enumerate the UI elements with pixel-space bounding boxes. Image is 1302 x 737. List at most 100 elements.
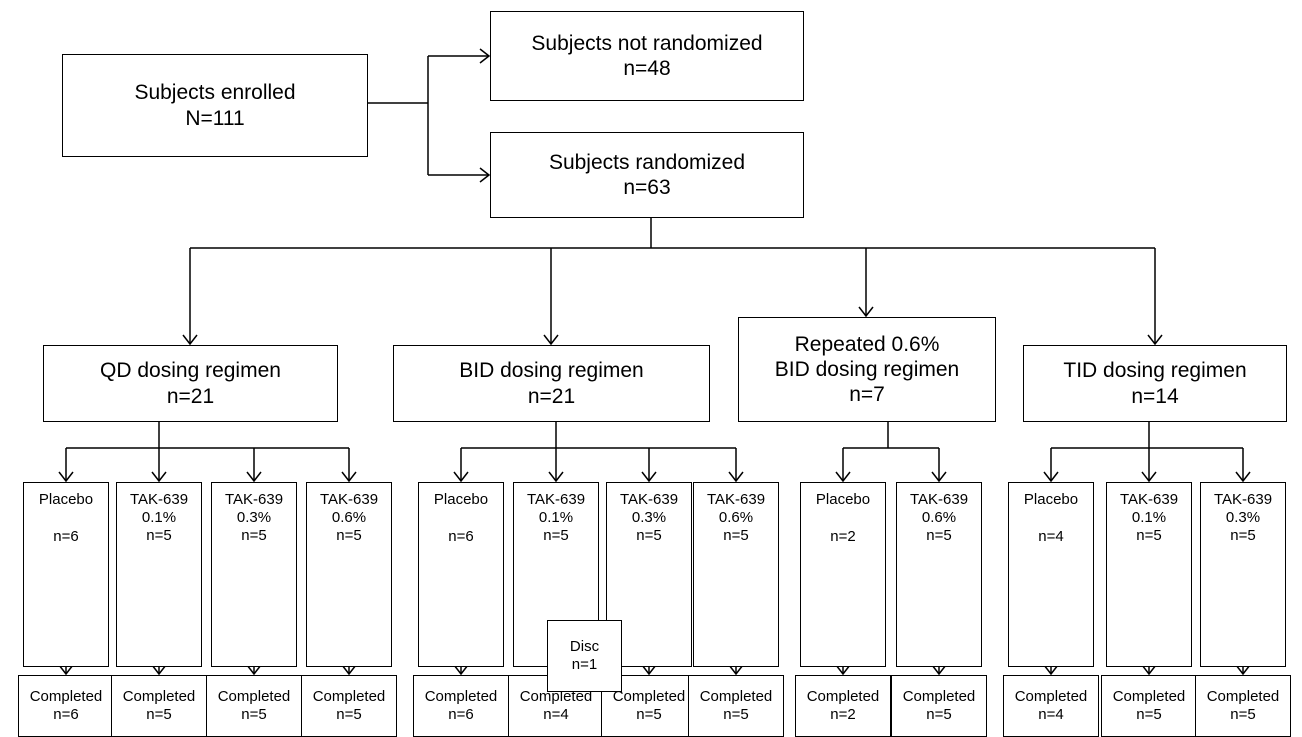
- arm-box: Placebo n=6: [23, 482, 109, 667]
- completed-label: Completed: [519, 688, 593, 705]
- discontinued-label: Disc: [569, 638, 600, 655]
- completed-box: Completed n=4: [1003, 675, 1099, 737]
- completed-box: Completed n=2: [795, 675, 891, 737]
- regimen-count: n=7: [849, 383, 885, 407]
- arrowhead: [641, 471, 657, 483]
- arm-treatment: TAK-639: [1119, 491, 1179, 508]
- arm-count: n=5: [926, 527, 952, 544]
- arrowhead: [931, 664, 947, 676]
- arm-box: Placebo n=6: [418, 482, 504, 667]
- arrowhead: [641, 664, 657, 676]
- completed-label: Completed: [612, 688, 686, 705]
- arrowhead: [246, 471, 262, 483]
- arm-treatment: Placebo: [433, 491, 489, 508]
- completed-label: Completed: [424, 688, 498, 705]
- arrowhead: [1147, 334, 1163, 346]
- completed-count: n=5: [1136, 706, 1162, 723]
- arrowhead: [479, 48, 491, 64]
- regimen-title: BID dosing regimen: [459, 359, 644, 383]
- arm-treatment: TAK-639: [619, 491, 679, 508]
- regimen-tid-box: TID dosing regimen n=14: [1023, 345, 1287, 422]
- regimen-count: n=21: [166, 384, 215, 408]
- completed-box: Completed n=6: [413, 675, 509, 737]
- arrowhead: [58, 471, 74, 483]
- arm-count: n=5: [336, 527, 362, 544]
- regimen-title: QD dosing regimen: [100, 359, 281, 383]
- completed-box: Completed n=5: [1195, 675, 1291, 737]
- completed-label: Completed: [1112, 688, 1186, 705]
- arm-count: n=5: [146, 527, 172, 544]
- completed-count: n=5: [146, 706, 172, 723]
- regimen-qd-box: QD dosing regimen n=21: [43, 345, 338, 422]
- completed-box: Completed n=5: [111, 675, 207, 737]
- arrowhead: [931, 471, 947, 483]
- randomized-count: n=63: [623, 176, 671, 199]
- enrolled-label: Subjects enrolled: [134, 81, 296, 105]
- regimen-title-line2: BID dosing regimen: [774, 357, 960, 381]
- arm-box: TAK-639 0.6% n=5: [693, 482, 779, 667]
- arm-count: n=5: [1136, 527, 1162, 544]
- arrowhead: [246, 664, 262, 676]
- completed-count: n=5: [241, 706, 267, 723]
- regimen-repeated-bid-box: Repeated 0.6% BID dosing regimen n=7: [738, 317, 996, 422]
- regimen-title: TID dosing regimen: [1063, 359, 1247, 383]
- arrowhead: [728, 664, 744, 676]
- completed-box: Completed n=5: [301, 675, 397, 737]
- arrowhead: [151, 664, 167, 676]
- arm-treatment: Placebo: [38, 491, 94, 508]
- completed-count: n=4: [543, 706, 569, 723]
- not-randomized-count: n=48: [623, 57, 671, 80]
- arrowhead: [1043, 471, 1059, 483]
- completed-count: n=2: [830, 706, 856, 723]
- completed-count: n=5: [926, 706, 952, 723]
- arm-treatment: TAK-639: [319, 491, 379, 508]
- arm-box: TAK-639 0.1% n=5: [116, 482, 202, 667]
- arm-concentration: 0.1%: [1131, 509, 1167, 526]
- arm-treatment: TAK-639: [129, 491, 189, 508]
- arm-count: n=5: [1230, 527, 1256, 544]
- arm-treatment: Placebo: [815, 491, 871, 508]
- completed-label: Completed: [312, 688, 386, 705]
- completed-count: n=5: [336, 706, 362, 723]
- arm-concentration: 0.3%: [236, 509, 272, 526]
- completed-count: n=5: [636, 706, 662, 723]
- completed-box: Completed n=5: [891, 675, 987, 737]
- arm-count: n=2: [830, 528, 856, 545]
- arrowhead: [1141, 664, 1157, 676]
- randomized-box: Subjects randomized n=63: [490, 132, 804, 218]
- arm-concentration: 0.1%: [538, 509, 574, 526]
- regimen-count: n=14: [1131, 384, 1179, 408]
- arm-count: n=5: [723, 527, 749, 544]
- arm-concentration: 0.6%: [331, 509, 367, 526]
- completed-count: n=5: [723, 706, 749, 723]
- arrowhead: [728, 471, 744, 483]
- arm-concentration: 0.6%: [921, 509, 957, 526]
- arrowhead: [543, 334, 559, 346]
- arm-treatment: TAK-639: [526, 491, 586, 508]
- regimen-title-line1: Repeated 0.6%: [794, 332, 940, 356]
- arm-treatment: TAK-639: [1213, 491, 1273, 508]
- arrowhead: [453, 471, 469, 483]
- arm-box: TAK-639 0.6% n=5: [306, 482, 392, 667]
- arm-concentration: 0.6%: [718, 509, 754, 526]
- completed-label: Completed: [122, 688, 196, 705]
- completed-count: n=4: [1038, 706, 1064, 723]
- arm-box: TAK-639 0.1% n=5: [1106, 482, 1192, 667]
- completed-label: Completed: [699, 688, 773, 705]
- arrowhead: [1043, 664, 1059, 676]
- completed-label: Completed: [1206, 688, 1280, 705]
- arrowhead: [1235, 471, 1251, 483]
- discontinued-box: Disc n=1: [547, 620, 622, 692]
- arrowhead: [835, 471, 851, 483]
- not-randomized-box: Subjects not randomized n=48: [490, 11, 804, 101]
- arrowhead: [182, 334, 198, 346]
- arm-treatment: TAK-639: [224, 491, 284, 508]
- enrolled-box: Subjects enrolled N=111: [62, 54, 368, 157]
- enrolled-count: N=111: [185, 106, 245, 130]
- completed-count: n=6: [53, 706, 79, 723]
- completed-label: Completed: [902, 688, 976, 705]
- completed-box: Completed n=5: [1101, 675, 1197, 737]
- arrowhead: [548, 471, 564, 483]
